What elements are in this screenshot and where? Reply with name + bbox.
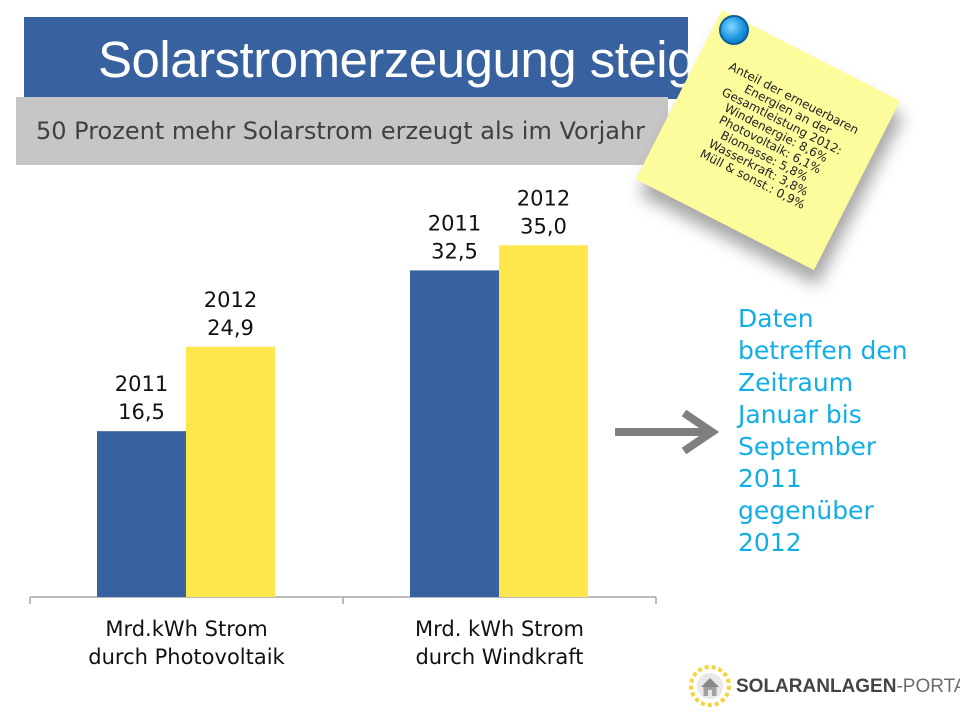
category-label: durch Photovoltaik [88, 645, 285, 669]
logo-suffix: -PORTAL [896, 676, 960, 697]
info-line: Zeitraum [738, 368, 854, 397]
bar-series-label: 2011 [115, 372, 168, 396]
info-line: gegenüber [738, 496, 874, 525]
bar-2011-0 [97, 431, 186, 597]
info-line: betreffen den [738, 336, 908, 365]
bar-2012-1 [499, 245, 588, 597]
subtitle-banner [16, 97, 668, 165]
logo-text: SOLARANLAGEN-PORTAL [736, 676, 960, 698]
category-label: Mrd. kWh Strom [415, 617, 584, 641]
logo-brand: SOLARANLAGEN [736, 676, 897, 697]
logo [689, 665, 731, 707]
info-line: Januar bis [738, 400, 862, 429]
bar-series-label: 2012 [517, 186, 570, 210]
info-line: 2011 [738, 464, 802, 493]
info-line: 2012 [738, 528, 802, 557]
category-label: durch Windkraft [415, 645, 583, 669]
pushpin-icon [719, 15, 749, 45]
info-text: Daten betreffen den Zeitraum Januar bis Sept… [738, 303, 938, 559]
slide-subtitle: 50 Prozent mehr Solarstrom erzeugt als i… [36, 117, 646, 145]
bar-value-label: 24,9 [207, 316, 254, 340]
bar-2011-1 [410, 270, 499, 597]
bar-series-label: 2011 [428, 211, 481, 235]
bar-value-label: 16,5 [118, 400, 165, 424]
bar-2012-0 [186, 346, 275, 597]
title-banner [24, 17, 688, 99]
info-line: Daten [738, 304, 814, 333]
slide-title: Solarstromerzeugung steigt [98, 31, 709, 88]
category-label: Mrd.kWh Strom [105, 617, 267, 641]
sun-house-icon [689, 665, 731, 707]
bar-value-label: 35,0 [520, 214, 567, 238]
bar-chart: 2011 16,5 2012 24,9 Mrd.kWh Strom durch Photo… [29, 186, 657, 669]
info-line: September [738, 432, 877, 461]
bar-series-label: 2012 [204, 288, 257, 312]
bar-value-label: 32,5 [431, 239, 478, 263]
